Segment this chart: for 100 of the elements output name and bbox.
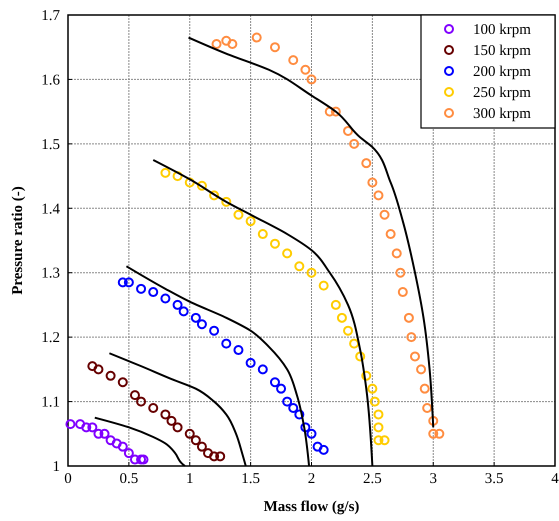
point: [306, 428, 316, 439]
point: [300, 422, 310, 432]
point: [178, 306, 189, 316]
x-tick-label: 2: [308, 471, 316, 487]
y-tick-label: 1.4: [41, 201, 60, 218]
point: [130, 390, 140, 400]
point: [386, 229, 396, 240]
point: [130, 454, 140, 465]
y-tick-label: 1.7: [41, 8, 60, 24]
point: [422, 403, 432, 414]
point: [367, 384, 378, 394]
point: [160, 168, 170, 178]
point: [203, 448, 214, 458]
legend-label: 300 krpm: [473, 106, 532, 122]
point: [172, 422, 183, 432]
point: [75, 419, 86, 430]
point: [398, 287, 408, 298]
point: [330, 106, 341, 117]
point: [136, 396, 146, 407]
point: [306, 268, 316, 278]
point: [380, 210, 390, 220]
point: [196, 442, 207, 452]
point: [124, 448, 134, 458]
point: [118, 377, 128, 388]
point: [172, 300, 183, 310]
x-tick-label: 2.5: [363, 471, 382, 487]
point: [209, 190, 220, 200]
point: [370, 396, 380, 407]
legend-label: 250 krpm: [473, 85, 532, 101]
point: [221, 196, 232, 207]
point: [355, 351, 366, 362]
point: [190, 435, 201, 446]
point: [93, 428, 104, 439]
point: [288, 55, 298, 66]
point: [373, 435, 384, 446]
point: [136, 284, 146, 294]
point: [324, 106, 335, 117]
point: [410, 351, 420, 362]
y-tick-label: 1.3: [41, 266, 60, 282]
point: [160, 409, 170, 420]
point: [294, 409, 304, 420]
point: [276, 384, 286, 394]
x-tick-label: 0: [64, 471, 72, 487]
point: [349, 338, 360, 349]
point: [434, 428, 444, 439]
point: [233, 345, 244, 356]
point: [148, 403, 158, 414]
x-tick-label: 3: [430, 471, 437, 487]
point: [124, 277, 134, 288]
y-tick-label: 1.5: [41, 136, 60, 153]
point: [373, 422, 384, 432]
point: [184, 178, 195, 188]
point: [420, 384, 430, 394]
point: [160, 293, 170, 304]
point: [282, 248, 292, 258]
x-tick-label: 4: [551, 471, 559, 487]
point: [252, 32, 262, 43]
point: [166, 416, 176, 426]
y-tick-label: 1.6: [41, 72, 60, 88]
point: [300, 64, 310, 75]
x-tick-label: 1.5: [241, 471, 260, 487]
point: [215, 451, 226, 462]
y-tick-label: 1: [52, 459, 60, 475]
x-tick-label: 1: [186, 471, 194, 487]
point: [406, 332, 416, 342]
point: [336, 312, 347, 323]
point: [416, 364, 426, 374]
line-series: [188, 36, 434, 428]
point: [196, 319, 207, 330]
point: [118, 442, 128, 452]
point: [392, 248, 402, 258]
point: [184, 428, 195, 439]
point: [380, 435, 390, 446]
y-tick-label: 1.1: [41, 394, 60, 411]
point: [395, 268, 406, 278]
point: [428, 428, 438, 439]
point: [270, 42, 280, 52]
point: [349, 138, 360, 149]
point: [221, 338, 232, 349]
point: [343, 326, 354, 336]
point: [100, 428, 110, 439]
point: [367, 178, 378, 188]
point: [106, 435, 116, 446]
point: [330, 300, 341, 310]
x-axis-title: Mass flow (g/s): [264, 499, 360, 515]
point: [93, 364, 104, 374]
legend-label: 100 krpm: [473, 22, 532, 38]
y-tick-label: 1.2: [41, 330, 60, 346]
point: [148, 287, 158, 298]
x-tick-label: 3.5: [484, 471, 504, 487]
point: [258, 364, 268, 374]
point: [343, 126, 354, 136]
point: [373, 190, 384, 200]
y-axis-title: Pressure ratio (-): [10, 186, 26, 295]
point: [361, 370, 372, 381]
point: [373, 409, 384, 420]
point: [87, 422, 98, 432]
x-tick-label: 0.5: [120, 471, 138, 487]
point: [87, 361, 98, 372]
point: [306, 74, 316, 84]
